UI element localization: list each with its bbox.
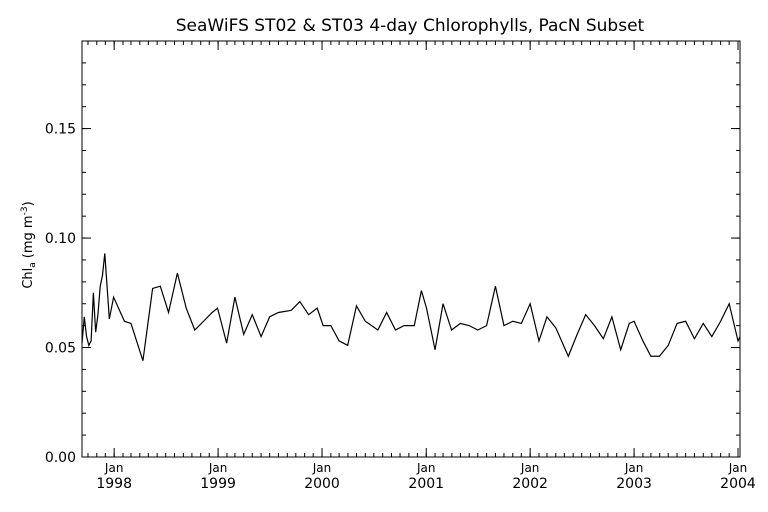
x-tick-month: Jan (208, 461, 228, 475)
y-axis: 0.00 0.05 0.10 0.15 (45, 40, 740, 466)
y-label-close: ) (21, 201, 36, 206)
chart-title: SeaWiFS ST02 & ST03 4-day Chlorophylls, … (176, 16, 645, 36)
y-tick-label: 0.10 (45, 231, 76, 247)
plot-frame (81, 40, 741, 458)
x-tick-year: 1999 (200, 476, 236, 492)
x-tick-year: 2001 (408, 476, 444, 492)
y-axis-label: Chla (mg m-3) (20, 201, 38, 288)
x-tick-year: 1998 (96, 476, 132, 492)
x-tick-month: Jan (520, 461, 540, 475)
x-axis: Jan1998Jan1999Jan2000Jan2001Jan2002Jan20… (87, 41, 756, 492)
x-tick-month: Jan (312, 461, 332, 475)
x-tick-year: 2002 (512, 476, 548, 492)
y-label-exp: -3 (20, 206, 30, 215)
series-line (81, 253, 741, 361)
x-tick-month: Jan (104, 461, 124, 475)
x-tick-month: Jan (728, 461, 748, 475)
y-tick-label: 0.00 (45, 450, 76, 466)
y-tick-label: 0.15 (45, 122, 76, 138)
x-tick-year: 2003 (616, 476, 652, 492)
y-label-sub: a (28, 262, 38, 268)
y-label-main: Chl (21, 268, 36, 289)
x-tick-year: 2000 (304, 476, 340, 492)
y-tick-label: 0.05 (45, 341, 76, 357)
x-tick-month: Jan (416, 461, 436, 475)
x-tick-month: Jan (624, 461, 644, 475)
x-tick-year: 2004 (720, 476, 756, 492)
y-label-units: (mg m (21, 215, 36, 258)
